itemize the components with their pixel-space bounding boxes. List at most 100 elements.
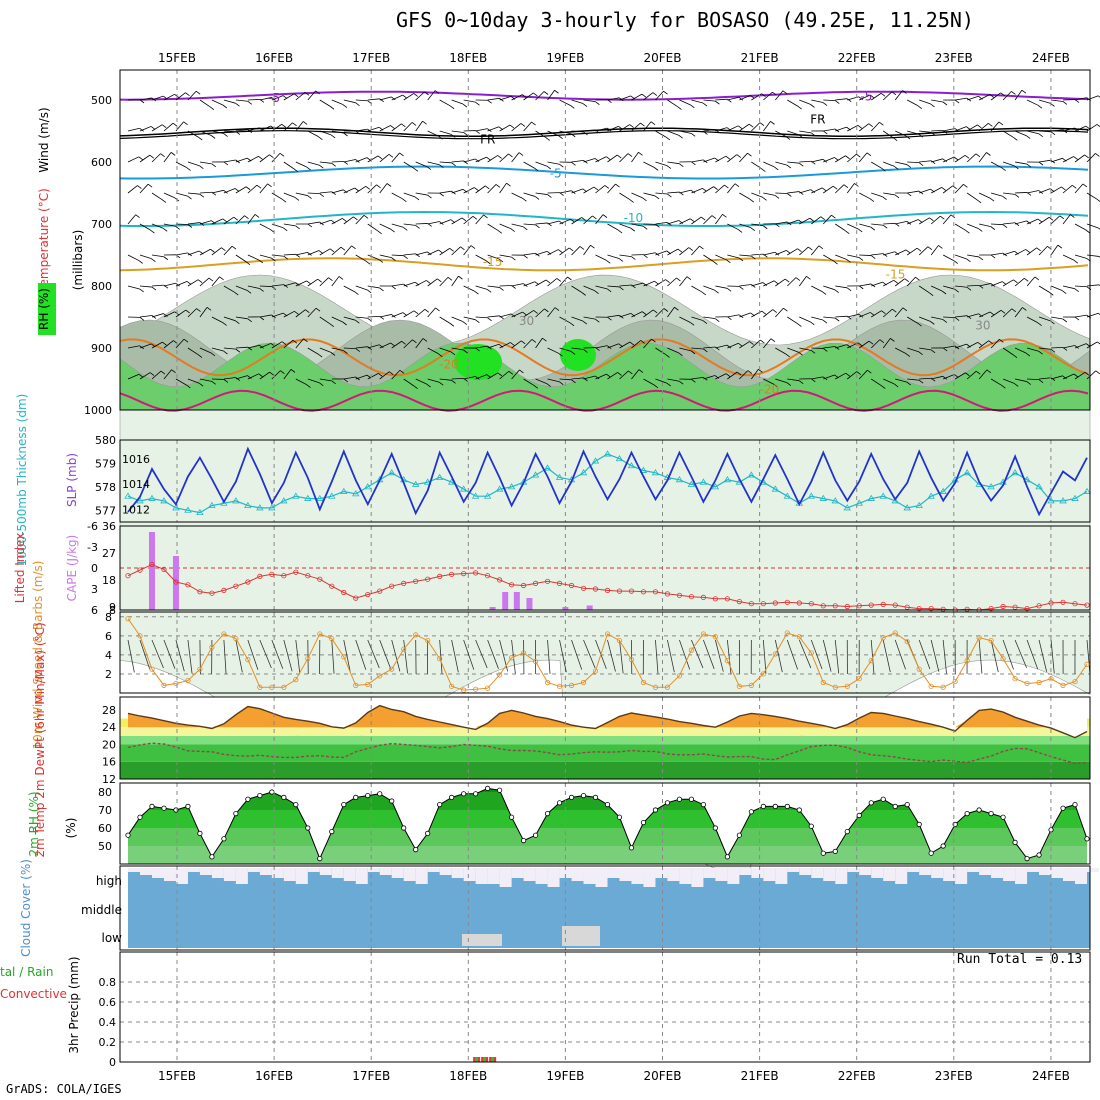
wind-speed-marker bbox=[185, 678, 191, 684]
wind-barb bbox=[427, 378, 440, 383]
wind-speed-line bbox=[127, 618, 1088, 691]
wind-barb bbox=[652, 92, 658, 96]
wind-barb bbox=[294, 197, 300, 201]
top-date-label: 21FEB bbox=[741, 51, 779, 65]
wind-barb bbox=[1096, 124, 1100, 128]
thickness-marker-markers bbox=[124, 450, 1091, 516]
top-date-label: 17FEB bbox=[352, 51, 390, 65]
wind-barb bbox=[739, 123, 750, 132]
surface-wind-barb bbox=[703, 639, 715, 670]
cloud-high-gap bbox=[727, 868, 740, 884]
wind-barb bbox=[1024, 277, 1029, 282]
wind-barb bbox=[679, 218, 691, 225]
wind-barb bbox=[725, 373, 731, 377]
wind-barb bbox=[451, 162, 456, 167]
precip-tick: 0.2 bbox=[99, 1036, 117, 1049]
wind-barb bbox=[283, 310, 295, 318]
wind-barb bbox=[1085, 229, 1090, 234]
wind-barb bbox=[966, 124, 978, 132]
wind-barb bbox=[1062, 185, 1073, 194]
wind-barb bbox=[355, 215, 365, 225]
wind-barb bbox=[1002, 279, 1014, 287]
temp-line bbox=[127, 704, 1088, 739]
wind-barb bbox=[631, 122, 641, 132]
wind-barb bbox=[978, 152, 987, 163]
wind-barb bbox=[355, 346, 368, 349]
wind-barb bbox=[547, 161, 560, 165]
wind-barb bbox=[391, 285, 396, 290]
wind-barb bbox=[606, 373, 611, 378]
rh-marker bbox=[784, 803, 790, 810]
wind-barb bbox=[679, 276, 688, 287]
wind-barb bbox=[881, 310, 886, 315]
rh-marker bbox=[449, 794, 455, 801]
wind-barb bbox=[617, 229, 623, 234]
wind-barb bbox=[643, 92, 654, 101]
cloud-high-gap bbox=[583, 868, 596, 884]
cloud-high-gap bbox=[943, 868, 956, 881]
wind-speed-marker bbox=[293, 677, 299, 683]
wind-barb bbox=[247, 127, 260, 132]
wind-barb bbox=[787, 130, 799, 136]
wind-barb bbox=[307, 223, 313, 228]
wind-barb bbox=[147, 183, 153, 188]
surface-wind-barb bbox=[139, 639, 151, 670]
thickness-marker bbox=[160, 497, 168, 504]
wind-barb bbox=[691, 245, 700, 256]
wind-barb bbox=[906, 99, 918, 107]
wind-barb bbox=[747, 370, 753, 374]
wind-barb bbox=[967, 284, 980, 287]
wind-barb bbox=[234, 291, 239, 296]
wind-barb bbox=[355, 157, 368, 163]
cape-bars bbox=[148, 532, 593, 610]
wind-barb bbox=[832, 185, 838, 190]
wind-barb bbox=[244, 215, 249, 220]
wind-speed-marker bbox=[281, 684, 287, 690]
wind-barb bbox=[163, 340, 174, 349]
wind-barb bbox=[638, 151, 643, 156]
wind-barb bbox=[871, 192, 883, 198]
wind-barb bbox=[631, 152, 639, 163]
wind-barb bbox=[988, 122, 993, 127]
lifted-index-marker bbox=[461, 570, 467, 577]
wind-barb bbox=[461, 217, 467, 222]
wind-barb bbox=[1000, 309, 1006, 314]
wind-barb bbox=[1074, 254, 1087, 259]
lifted-index-marker bbox=[688, 594, 695, 600]
wind-barb bbox=[571, 99, 584, 104]
wind-barb bbox=[821, 291, 827, 295]
thickness-marker bbox=[1023, 476, 1031, 483]
wind-barb bbox=[928, 292, 934, 297]
wind-barb bbox=[175, 161, 187, 168]
wind-speed-marker bbox=[532, 658, 539, 665]
wind-speed-marker bbox=[425, 637, 431, 644]
wind-barb bbox=[256, 184, 262, 189]
cape-bar bbox=[562, 607, 569, 610]
wind-barb bbox=[319, 277, 329, 287]
rh-marker bbox=[904, 801, 910, 808]
wind-barb bbox=[247, 155, 259, 163]
surface-wind-barb bbox=[271, 639, 284, 669]
wind-barb bbox=[642, 197, 647, 202]
wind-barb bbox=[175, 378, 187, 386]
wind-barb bbox=[271, 284, 284, 287]
wind-barb bbox=[559, 276, 568, 287]
wind-barb bbox=[607, 343, 619, 349]
slp-tick: 1014 bbox=[122, 478, 150, 491]
wind-barb bbox=[858, 152, 868, 163]
wind-barb bbox=[847, 371, 857, 380]
wind-barb bbox=[954, 317, 960, 321]
wind-barb bbox=[799, 316, 811, 323]
wind-barb bbox=[859, 223, 871, 228]
isotherm-minus25 bbox=[119, 389, 1089, 412]
cloud-high-gap bbox=[595, 868, 608, 887]
wind-barb bbox=[547, 307, 556, 318]
wind-barb bbox=[523, 281, 535, 287]
cloud-high-gap bbox=[667, 868, 680, 881]
wind-barb bbox=[1039, 347, 1052, 350]
wind-barb bbox=[906, 192, 912, 197]
wind-barb bbox=[163, 256, 169, 261]
wind-barb bbox=[823, 316, 836, 319]
wind-barb bbox=[367, 184, 377, 194]
wind-barb bbox=[570, 351, 576, 355]
